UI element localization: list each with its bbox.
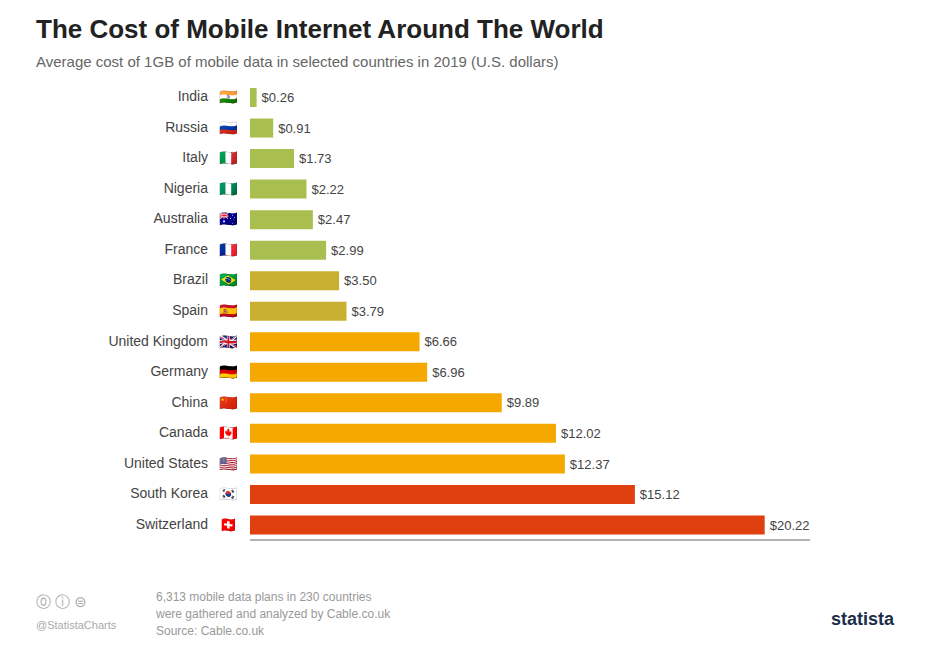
svg-text:United States: United States bbox=[124, 455, 208, 471]
svg-text:China: China bbox=[171, 394, 208, 410]
html-text:were gathered and analyzed by: were gathered and analyzed by Cable.co.u… bbox=[156, 607, 391, 621]
svg-text:Germany: Germany bbox=[150, 363, 208, 379]
svg-text:🇰🇷: 🇰🇷 bbox=[219, 485, 238, 502]
svg-text:Brazil: Brazil bbox=[173, 271, 208, 287]
html-text:statista: statista bbox=[831, 609, 894, 629]
html-text:⓪ ⓘ ⊜: ⓪ ⓘ ⊜ bbox=[36, 593, 87, 610]
svg-text:$2.22: $2.22 bbox=[312, 182, 345, 197]
html-text:@StatistaCharts: @StatistaCharts bbox=[36, 619, 117, 631]
svg-text:$20.22: $20.22 bbox=[770, 518, 810, 533]
svg-text:$12.37: $12.37 bbox=[570, 457, 610, 472]
svg-text:🇧🇷: 🇧🇷 bbox=[219, 271, 238, 288]
svg-text:🇺🇸: 🇺🇸 bbox=[219, 455, 238, 472]
svg-text:Russia: Russia bbox=[165, 119, 208, 135]
svg-text:$0.91: $0.91 bbox=[278, 121, 311, 136]
svg-text:Italy: Italy bbox=[182, 149, 208, 165]
svg-text:$1.73: $1.73 bbox=[299, 151, 332, 166]
svg-text:Canada: Canada bbox=[159, 424, 208, 440]
svg-text:United Kingdom: United Kingdom bbox=[108, 333, 208, 349]
svg-text:$9.89: $9.89 bbox=[507, 395, 540, 410]
svg-text:Nigeria: Nigeria bbox=[164, 180, 209, 196]
svg-text:🇮🇹: 🇮🇹 bbox=[219, 149, 238, 166]
svg-text:$2.99: $2.99 bbox=[331, 243, 364, 258]
html-text:Source: Cable.co.uk: Source: Cable.co.uk bbox=[156, 624, 265, 638]
svg-text:🇮🇳: 🇮🇳 bbox=[219, 88, 238, 105]
svg-text:$2.47: $2.47 bbox=[318, 212, 351, 227]
svg-text:🇳🇬: 🇳🇬 bbox=[219, 180, 238, 197]
svg-text:🇫🇷: 🇫🇷 bbox=[219, 241, 238, 258]
svg-text:$12.02: $12.02 bbox=[561, 426, 601, 441]
svg-text:🇨🇳: 🇨🇳 bbox=[219, 394, 238, 411]
svg-text:India: India bbox=[178, 88, 209, 104]
svg-text:🇬🇧: 🇬🇧 bbox=[219, 333, 238, 350]
svg-text:$3.79: $3.79 bbox=[351, 304, 384, 319]
svg-text:$0.26: $0.26 bbox=[262, 90, 295, 105]
svg-text:$15.12: $15.12 bbox=[640, 487, 680, 502]
svg-text:🇦🇺: 🇦🇺 bbox=[219, 210, 238, 227]
html-text:Average cost of 1GB of mobile: Average cost of 1GB of mobile data in se… bbox=[36, 53, 559, 70]
svg-text:France: France bbox=[164, 241, 208, 257]
html-text:The Cost of Mobile Internet Ar: The Cost of Mobile Internet Around The W… bbox=[36, 14, 604, 44]
svg-text:$3.50: $3.50 bbox=[344, 273, 377, 288]
svg-text:South Korea: South Korea bbox=[130, 485, 208, 501]
svg-text:🇨🇭: 🇨🇭 bbox=[219, 516, 238, 533]
svg-text:Australia: Australia bbox=[154, 210, 209, 226]
svg-text:$6.66: $6.66 bbox=[425, 334, 458, 349]
svg-text:Spain: Spain bbox=[172, 302, 208, 318]
html-text:6,313 mobile data plans in 230: 6,313 mobile data plans in 230 countries bbox=[156, 590, 372, 604]
svg-text:Switzerland: Switzerland bbox=[136, 516, 208, 532]
svg-text:🇷🇺: 🇷🇺 bbox=[219, 119, 238, 136]
svg-text:$6.96: $6.96 bbox=[432, 365, 465, 380]
svg-text:🇨🇦: 🇨🇦 bbox=[219, 424, 238, 441]
svg-text:🇩🇪: 🇩🇪 bbox=[219, 363, 238, 380]
svg-text:🇪🇸: 🇪🇸 bbox=[219, 302, 238, 319]
